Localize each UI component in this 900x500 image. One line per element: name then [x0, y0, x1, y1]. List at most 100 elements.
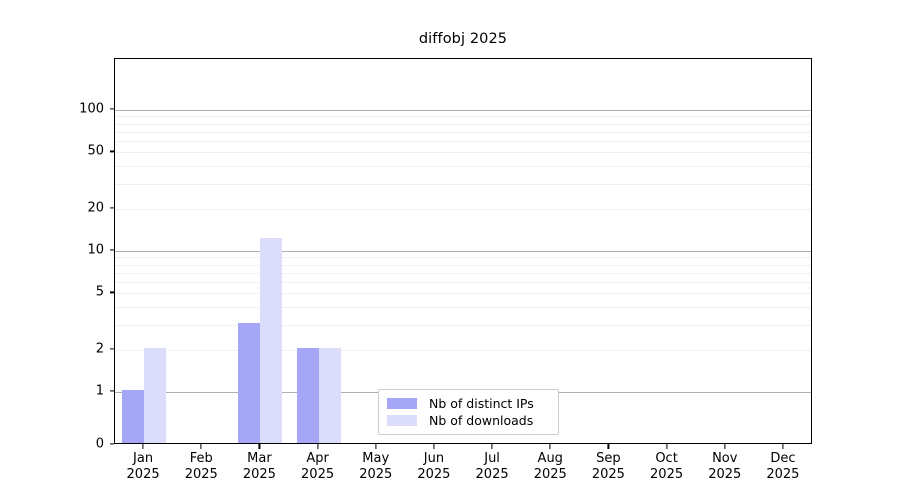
- y-tick-mark-50: [109, 150, 114, 153]
- x-tick-mark-feb: [200, 444, 202, 449]
- x-tick-year: 2025: [708, 467, 742, 482]
- gridline-minor: [115, 152, 811, 154]
- x-tick-label-jan: Jan 2025: [108, 451, 178, 483]
- x-tick-month: Sep: [596, 451, 621, 466]
- x-tick-mark-jul: [491, 444, 493, 449]
- y-tick-label-1: 1: [95, 383, 104, 399]
- gridline-major: [115, 110, 811, 111]
- gridline-minor: [115, 349, 811, 351]
- x-tick-label-oct: Oct 2025: [632, 451, 702, 483]
- gridline-minor: [115, 141, 811, 143]
- x-tick-month: Jan: [133, 451, 154, 466]
- x-tick-mark-nov: [724, 444, 726, 449]
- gridline-minor: [115, 293, 811, 295]
- y-tick-label-2: 2: [95, 341, 104, 357]
- x-tick-month: Nov: [712, 451, 738, 466]
- y-tick-label-0: 0: [95, 436, 104, 452]
- gridline-minor: [115, 282, 811, 284]
- bar-downloads-apr: [318, 347, 341, 443]
- x-tick-label-jul: Jul 2025: [457, 451, 527, 483]
- gridline-minor: [115, 131, 811, 133]
- x-tick-year: 2025: [475, 467, 509, 482]
- gridline-minor: [115, 307, 811, 309]
- y-tick-label-5: 5: [95, 284, 104, 300]
- x-tick-month: Oct: [655, 451, 678, 466]
- x-tick-year: 2025: [359, 467, 393, 482]
- x-tick-label-dec: Dec 2025: [748, 451, 818, 483]
- y-tick-label-100: 100: [79, 101, 104, 117]
- x-tick-mark-oct: [665, 444, 668, 449]
- x-tick-mark-sep: [607, 444, 609, 449]
- y-axis-tick-marks: [109, 0, 115, 500]
- bar-ips-jan: [122, 390, 145, 443]
- x-tick-year: 2025: [591, 467, 625, 482]
- x-tick-year: 2025: [126, 467, 160, 482]
- x-tick-year: 2025: [242, 467, 276, 482]
- gridline-minor: [115, 183, 811, 185]
- bar-downloads-jan: [144, 347, 167, 443]
- x-tick-month: Jun: [423, 451, 445, 466]
- x-tick-label-nov: Nov 2025: [690, 451, 760, 483]
- x-tick-month: Aug: [537, 451, 563, 466]
- y-tick-mark-20: [109, 206, 114, 209]
- x-tick-month: Dec: [770, 451, 796, 466]
- x-tick-year: 2025: [650, 467, 684, 482]
- legend-item-downloads: Nb of downloads: [387, 412, 550, 429]
- y-tick-mark-0: [109, 443, 114, 445]
- gridline-minor: [115, 166, 811, 168]
- gridline-minor: [115, 272, 811, 274]
- y-tick-label-10: 10: [87, 242, 104, 258]
- plot-area: [114, 58, 812, 444]
- x-tick-label-feb: Feb 2025: [166, 451, 236, 483]
- legend-label-ips: Nb of distinct IPs: [429, 396, 534, 411]
- x-tick-month: May: [362, 451, 390, 466]
- gridline-minor: [115, 208, 811, 210]
- legend-label-downloads: Nb of downloads: [429, 413, 534, 428]
- legend-swatch-ips: [387, 398, 417, 409]
- gridline-minor: [115, 324, 811, 326]
- bar-downloads-mar: [260, 237, 283, 443]
- x-tick-mark-aug: [549, 444, 551, 449]
- x-tick-month: Feb: [189, 451, 213, 466]
- gridline-minor: [115, 257, 811, 259]
- x-tick-month: Apr: [306, 451, 329, 466]
- x-tick-label-apr: Apr 2025: [283, 451, 353, 483]
- x-tick-label-aug: Aug 2025: [515, 451, 585, 483]
- chart-title: diffobj 2025: [418, 31, 508, 47]
- gridline-major: [115, 251, 811, 252]
- x-tick-year: 2025: [533, 467, 567, 482]
- y-axis-tick-labels: 0 1 2 5 10 20 50 100: [0, 0, 104, 500]
- x-tick-label-sep: Sep 2025: [573, 451, 643, 483]
- x-tick-month: Mar: [247, 451, 272, 466]
- gridline-minor: [115, 123, 811, 125]
- x-tick-year: 2025: [417, 467, 451, 482]
- x-tick-year: 2025: [766, 467, 800, 482]
- y-tick-mark-10: [109, 249, 114, 251]
- y-tick-mark-100: [109, 108, 114, 110]
- y-tick-mark-2: [109, 347, 114, 350]
- y-tick-mark-1: [109, 390, 114, 392]
- x-tick-label-may: May 2025: [341, 451, 411, 483]
- y-tick-label-20: 20: [87, 200, 104, 216]
- x-tick-mark-apr: [316, 444, 319, 449]
- legend-item-ips: Nb of distinct IPs: [387, 395, 550, 412]
- chart-legend: Nb of distinct IPs Nb of downloads: [378, 389, 559, 435]
- x-tick-label-jun: Jun 2025: [399, 451, 469, 483]
- x-tick-mark-jan: [142, 444, 144, 449]
- x-tick-mark-dec: [782, 444, 784, 449]
- y-tick-label-50: 50: [87, 143, 104, 159]
- legend-swatch-downloads: [387, 415, 417, 426]
- bar-ips-apr: [296, 347, 319, 443]
- x-tick-year: 2025: [184, 467, 218, 482]
- x-tick-label-mar: Mar 2025: [224, 451, 294, 483]
- x-tick-year: 2025: [301, 467, 335, 482]
- x-tick-mark-jun: [433, 444, 435, 449]
- plot-inner: [115, 59, 811, 443]
- x-tick-mark-mar: [258, 444, 260, 449]
- bar-ips-mar: [238, 322, 261, 443]
- gridline-minor: [115, 264, 811, 266]
- y-tick-mark-5: [109, 291, 114, 294]
- gridline-minor: [115, 116, 811, 118]
- x-tick-mark-may: [375, 444, 377, 449]
